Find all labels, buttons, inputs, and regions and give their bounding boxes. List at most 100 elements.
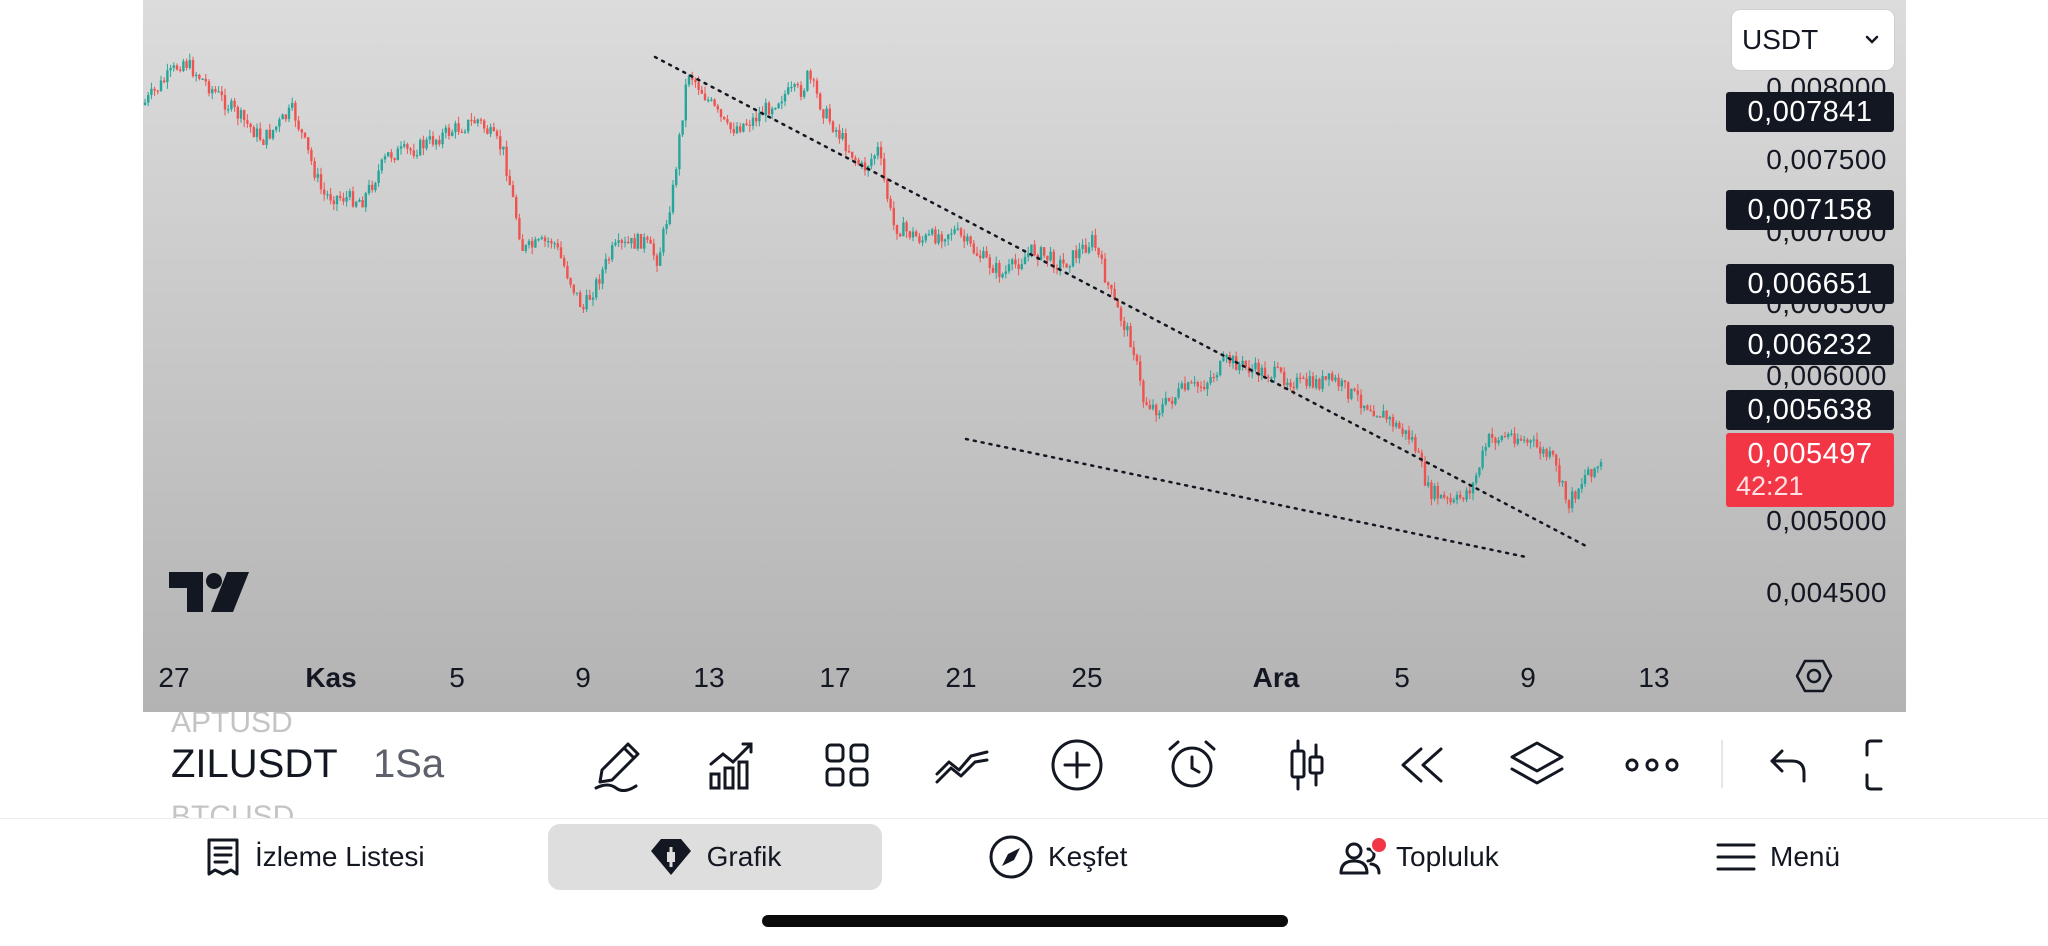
candle-body <box>1404 430 1407 434</box>
candle-body <box>1001 274 1004 278</box>
interval-button[interactable]: 1Sa <box>373 742 445 786</box>
candle-body <box>771 108 774 115</box>
candle-body <box>415 155 419 157</box>
fullscreen-icon[interactable] <box>1863 733 1906 797</box>
nav-chart[interactable]: Grafik <box>548 824 882 890</box>
indicators-icon[interactable] <box>700 733 764 797</box>
candle-body <box>943 239 947 242</box>
price-tick: 0,006000 <box>1766 360 1887 391</box>
candle-body <box>847 151 851 153</box>
candle-body <box>639 234 643 249</box>
candle-body <box>521 239 524 251</box>
candle-body <box>1580 483 1583 489</box>
candle-body <box>489 127 492 134</box>
candle-body <box>751 117 755 126</box>
candle-body <box>1551 451 1555 455</box>
candle-body <box>889 199 892 208</box>
date-tick: 9 <box>575 662 591 693</box>
candle-body <box>598 279 601 284</box>
price-tag[interactable]: 0,007841 <box>1726 92 1894 132</box>
candle-body <box>262 139 265 145</box>
candle-body <box>1427 482 1430 486</box>
price-tag[interactable]: 0,007158 <box>1726 190 1894 230</box>
candle-body <box>1347 382 1350 399</box>
candle-body <box>918 236 921 243</box>
price-tag[interactable]: 0,005638 <box>1726 390 1894 430</box>
candle-body <box>1084 244 1087 253</box>
lower-trendline[interactable] <box>964 437 1528 559</box>
pen-icon[interactable] <box>585 733 649 797</box>
candle-body <box>809 70 812 80</box>
candle-body <box>1356 390 1359 395</box>
nav-community[interactable]: Topluluk <box>1338 824 1499 890</box>
candle-body <box>947 234 950 240</box>
candle-body <box>1366 405 1369 410</box>
patterns-icon[interactable] <box>930 733 994 797</box>
chevron-down-icon <box>1865 35 1879 44</box>
candle-body <box>1177 388 1180 398</box>
nav-watchlist-label: İzleme Listesi <box>255 841 425 872</box>
candle-body <box>601 269 604 284</box>
candle-body <box>1094 235 1097 248</box>
price-tag[interactable]: 0,006651 <box>1726 264 1894 304</box>
candle-body <box>1151 404 1155 409</box>
candle-body <box>799 85 803 97</box>
candles-icon[interactable] <box>1275 733 1339 797</box>
candle-body <box>1199 386 1203 388</box>
price-chart[interactable] <box>143 0 1906 712</box>
price-tick: 0,007500 <box>1766 144 1887 175</box>
candle-body <box>166 70 169 83</box>
candle-body <box>1542 449 1545 454</box>
replay-icon[interactable] <box>1390 733 1454 797</box>
candle-body <box>361 200 364 208</box>
candle-body <box>348 191 351 198</box>
candle-body <box>1145 402 1148 405</box>
candle-body <box>457 123 460 132</box>
date-tick: 5 <box>1394 662 1410 693</box>
candle-countdown: 42:21 <box>1736 471 1804 501</box>
nav-menu[interactable]: Menü <box>1716 824 1840 890</box>
candle-body <box>886 179 889 199</box>
grid-icon[interactable] <box>815 733 879 797</box>
candle-body <box>783 94 787 102</box>
candle-body <box>531 240 534 248</box>
undo-icon[interactable] <box>1756 733 1820 797</box>
candle-body <box>1107 282 1110 285</box>
candle-body <box>755 117 758 122</box>
symbol-name[interactable]: ZILUSDT <box>171 742 338 786</box>
candle-body <box>179 69 182 71</box>
candle-body <box>1135 355 1139 362</box>
price-tick: 0,004500 <box>1766 577 1887 608</box>
nav-community-label: Topluluk <box>1396 841 1499 872</box>
candle-body <box>614 242 617 245</box>
candle-body <box>1532 439 1535 441</box>
candle-body <box>441 132 444 145</box>
candle-body <box>1004 271 1007 274</box>
candle-body <box>1340 380 1343 387</box>
layers-icon[interactable] <box>1505 733 1569 797</box>
plus-icon[interactable] <box>1045 733 1109 797</box>
upper-trendline[interactable] <box>653 55 1588 548</box>
nav-watchlist[interactable]: İzleme Listesi <box>205 824 425 890</box>
nav-explore[interactable]: Keşfet <box>988 824 1127 890</box>
currency-select[interactable]: USDT <box>1732 10 1894 70</box>
candle-body <box>303 132 307 138</box>
candle-body <box>1049 251 1052 261</box>
candle-body <box>1369 409 1372 412</box>
candle-body <box>329 194 332 201</box>
chart-area[interactable]: 0,008000 0,007500 0,007000 0,006500 0,00… <box>143 0 1906 712</box>
candle-body <box>931 229 934 235</box>
settings-gear-icon[interactable] <box>1795 658 1833 694</box>
alarm-icon[interactable] <box>1160 733 1224 797</box>
candle-body <box>1190 382 1193 384</box>
current-price-tag[interactable]: 0,005497 42:21 <box>1726 433 1894 507</box>
candle-body <box>828 108 831 122</box>
candle-body <box>1196 382 1199 387</box>
more-icon[interactable] <box>1620 733 1684 797</box>
candle-body <box>1206 383 1209 390</box>
nav-chart-label: Grafik <box>706 841 782 872</box>
candle-body <box>684 84 687 121</box>
candle-body <box>502 146 505 150</box>
candle-body <box>1286 382 1289 386</box>
price-tag[interactable]: 0,006232 <box>1726 325 1894 365</box>
